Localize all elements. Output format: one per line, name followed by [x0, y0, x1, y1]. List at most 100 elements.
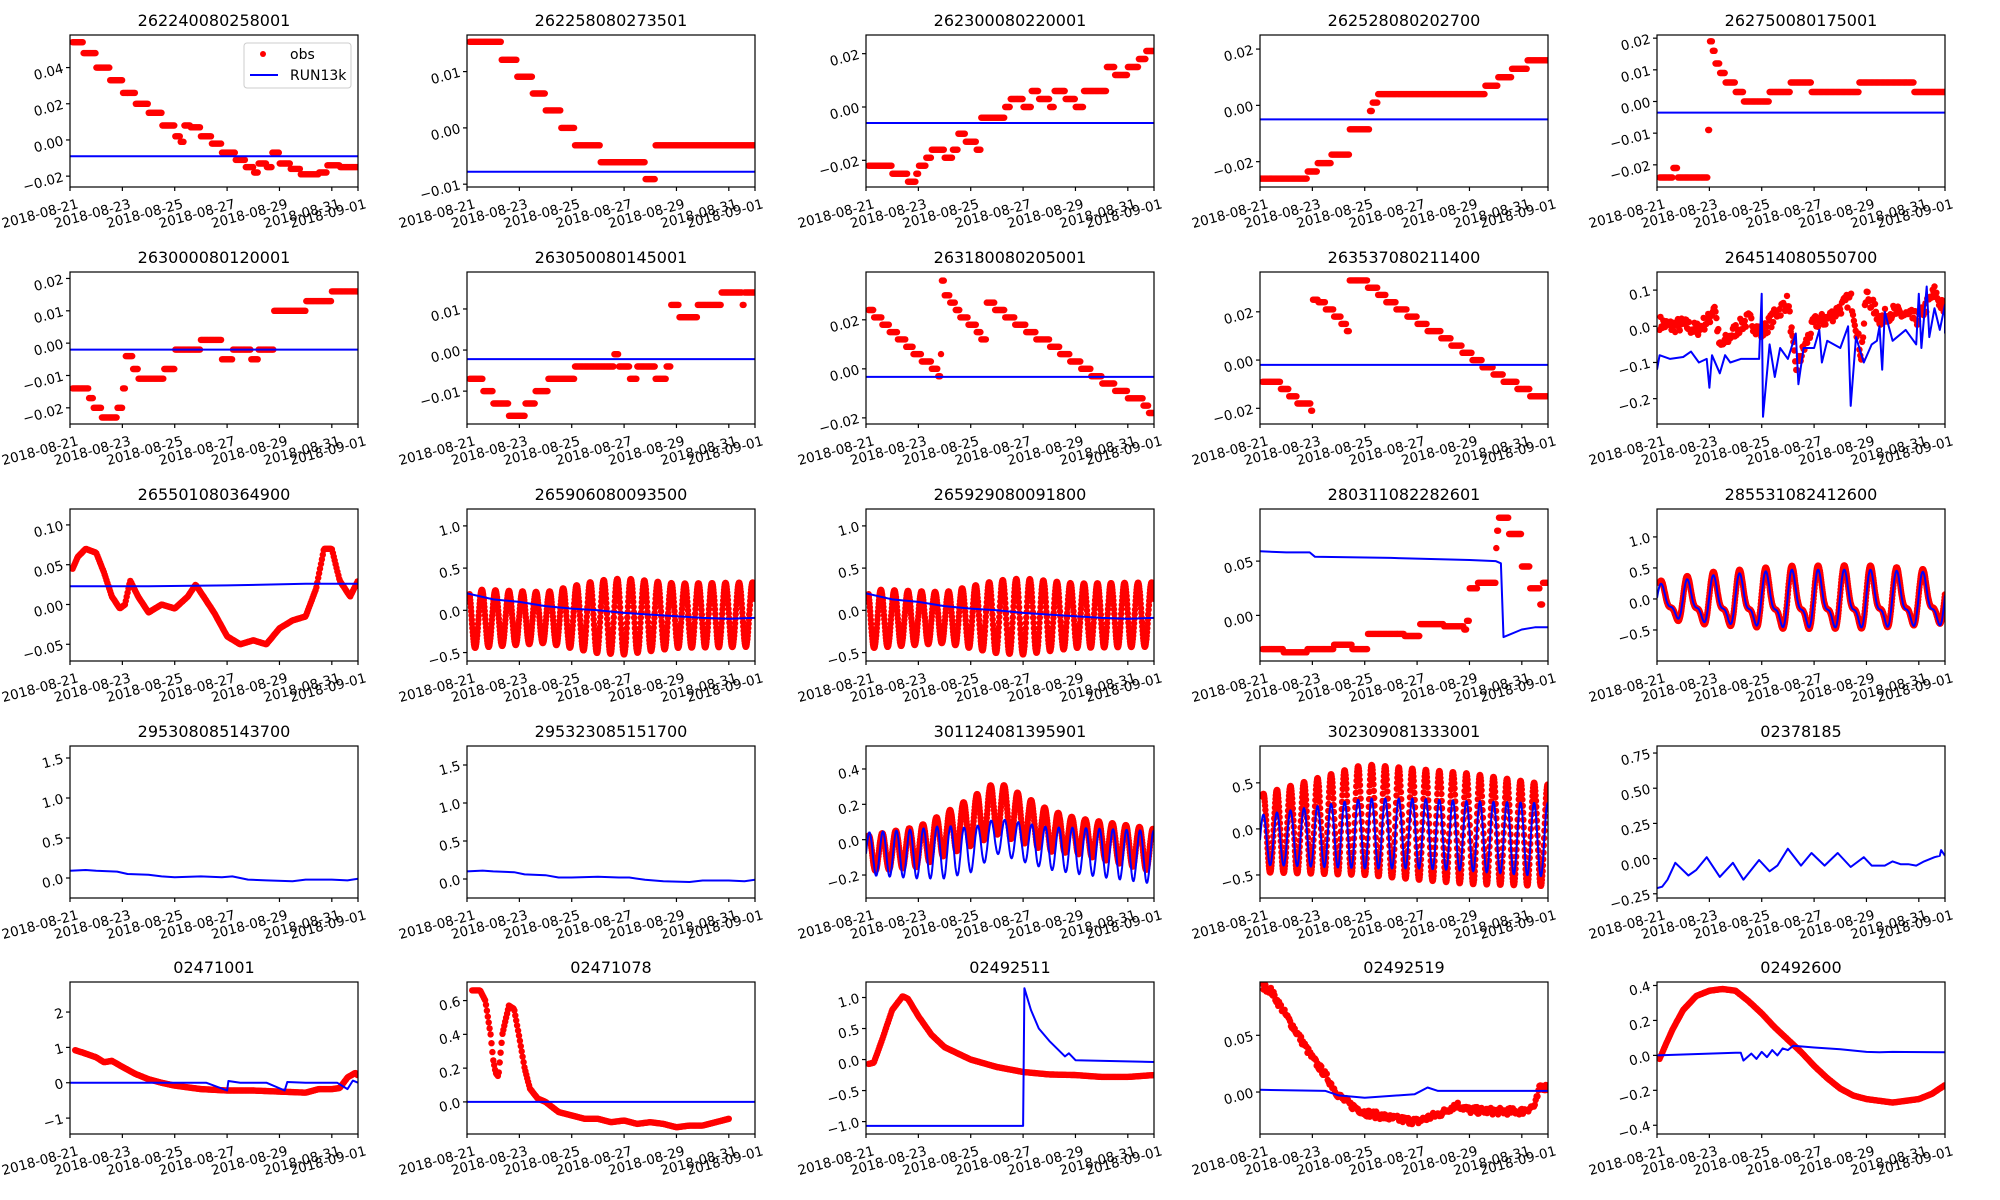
- y-tick-label: 0.02: [1222, 42, 1255, 65]
- y-tick-label: 0.0: [437, 604, 462, 625]
- plot-area: [467, 38, 755, 183]
- obs-point: [1544, 393, 1548, 400]
- obs-point: [677, 619, 685, 626]
- y-tick-label: 0.00: [1222, 99, 1255, 122]
- obs-point: [144, 100, 151, 108]
- obs-point: [1079, 103, 1087, 111]
- obs-point: [1807, 79, 1815, 86]
- obs-point: [692, 610, 699, 617]
- y-tick-label: 0.04: [32, 61, 65, 84]
- y-tick-label: 0.01: [1619, 63, 1652, 86]
- y-tick-label: 0.02: [828, 47, 861, 70]
- obs-point: [657, 603, 664, 610]
- obs-point: [1941, 88, 1945, 96]
- obs-point: [1837, 310, 1845, 317]
- y-tick-label: 0.00: [32, 598, 65, 621]
- obs-point: [878, 314, 885, 321]
- obs-point: [1066, 350, 1073, 358]
- plot-area: [1657, 38, 1945, 181]
- obs-point: [638, 599, 645, 606]
- obs-point: [1458, 342, 1465, 349]
- obs-point: [1786, 308, 1793, 315]
- axes-frame: [466, 508, 756, 662]
- obs-point: [1777, 312, 1784, 319]
- obs-point: [1276, 378, 1284, 385]
- obs-point: [651, 614, 658, 622]
- obs-point: [671, 603, 678, 610]
- obs-point: [1071, 95, 1079, 103]
- obs-point: [1337, 313, 1344, 320]
- obs-point: [134, 365, 141, 373]
- obs-point: [740, 301, 747, 309]
- obs-point: [1676, 327, 1684, 334]
- obs-point: [610, 624, 617, 632]
- obs-point: [1764, 329, 1771, 336]
- obs-point: [745, 620, 752, 627]
- obs-point: [1144, 402, 1152, 409]
- obs-point: [1785, 303, 1793, 310]
- y-tick-label: 0.00: [828, 100, 861, 123]
- plot-area: [1657, 283, 1945, 418]
- subplot-title: 265929080091800: [934, 485, 1087, 504]
- subplot: 262528080202700−0.020.000.022018-08-2120…: [1190, 11, 1558, 232]
- obs-point: [1050, 103, 1057, 111]
- obs-point: [79, 39, 86, 46]
- obs-point: [719, 610, 726, 618]
- obs-point: [704, 619, 712, 627]
- obs-point: [893, 328, 901, 336]
- obs-point: [717, 301, 724, 309]
- obs-point: [1685, 318, 1693, 326]
- y-tick-label: 0.10: [32, 518, 65, 541]
- obs-point: [982, 336, 990, 343]
- obs-point: [671, 607, 678, 615]
- obs-point: [1748, 315, 1755, 322]
- obs-point: [712, 610, 719, 618]
- plot-area: [70, 39, 358, 178]
- obs-point: [323, 169, 330, 176]
- axes-frame: [69, 271, 359, 425]
- obs-point: [1150, 409, 1154, 417]
- obs-point: [903, 170, 911, 177]
- obs-point: [1077, 358, 1084, 365]
- obs-point: [616, 594, 623, 601]
- axes-frame: [466, 271, 756, 425]
- subplot: 264514080550700−0.2−0.10.00.12018-08-212…: [1587, 248, 1955, 469]
- obs-point: [1741, 317, 1749, 325]
- obs-point: [671, 617, 679, 624]
- obs-point: [912, 178, 919, 185]
- obs-point: [286, 160, 293, 167]
- obs-point: [1061, 87, 1068, 95]
- obs-point: [180, 138, 187, 145]
- obs-point: [1859, 334, 1867, 341]
- obs-point: [610, 619, 617, 626]
- y-tick-label: 0.00: [32, 336, 65, 359]
- obs-point: [1716, 60, 1723, 67]
- axes-frame: [466, 34, 756, 188]
- obs-point: [658, 622, 666, 630]
- obs-point: [637, 614, 644, 621]
- obs-point: [732, 611, 739, 618]
- obs-point: [631, 614, 638, 621]
- y-tick-label: 0.02: [32, 272, 65, 295]
- obs-point: [603, 605, 610, 612]
- obs-point: [1712, 308, 1719, 315]
- obs-point: [590, 616, 597, 623]
- obs-point: [479, 375, 486, 382]
- plot-area: [866, 277, 1154, 417]
- obs-point: [1844, 304, 1851, 311]
- obs-point: [650, 629, 657, 636]
- obs-point: [1307, 400, 1314, 407]
- obs-point: [902, 336, 909, 343]
- obs-point: [1032, 328, 1039, 336]
- obs-point: [1413, 313, 1420, 320]
- y-tick-label: 0.02: [32, 97, 65, 120]
- obs-point: [711, 606, 719, 613]
- obs-point: [685, 616, 692, 623]
- obs-point: [614, 351, 622, 358]
- obs-point: [1933, 289, 1940, 296]
- obs-point: [160, 375, 167, 382]
- obs-point: [113, 414, 120, 421]
- obs-point: [217, 336, 225, 344]
- obs-point: [541, 90, 548, 97]
- obs-point: [217, 140, 225, 147]
